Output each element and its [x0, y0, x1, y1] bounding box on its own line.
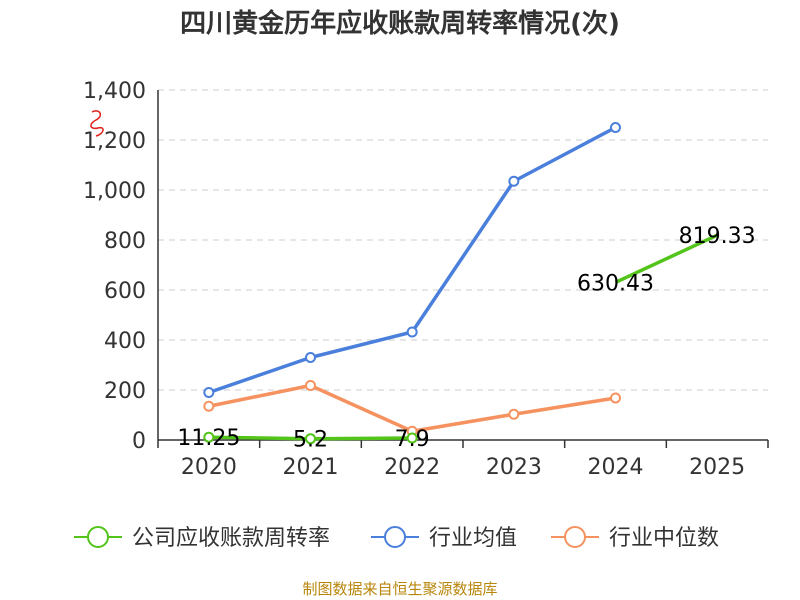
data-point-1 — [406, 326, 418, 338]
data-label: 630.43 — [577, 271, 654, 296]
data-point-1 — [305, 352, 316, 363]
data-point-2 — [203, 400, 215, 412]
legend-label: 行业均值 — [429, 526, 517, 551]
series-line-2 — [208, 383, 616, 433]
gridlines — [158, 89, 768, 391]
y-tick-label: 1,200 — [83, 129, 146, 154]
legend-label: 公司应收账款周转率 — [132, 526, 330, 551]
legend-marker — [87, 526, 109, 548]
legend-marker — [384, 526, 406, 548]
y-tick-label: 800 — [104, 229, 146, 254]
legend-label: 行业中位数 — [609, 526, 719, 551]
data-point-0 — [203, 431, 215, 443]
data-source-note: 制图数据来自恒生聚源数据库 — [302, 580, 498, 598]
red-squiggle-mark — [90, 110, 104, 137]
data-point-1 — [508, 175, 520, 187]
series-line-1 — [208, 125, 617, 395]
data-point-2 — [305, 380, 316, 391]
axes: 0 200 400 600 800 1,000 1,200 1,400 2020 2021 2022… — [83, 79, 769, 480]
x-tick-label: 2022 — [384, 455, 440, 480]
data-label: 7.9 — [395, 427, 430, 452]
data-point-0 — [305, 433, 316, 445]
x-tick-label: 2020 — [181, 455, 237, 480]
legend: 公司应收账款周转率 行业均值 行业中位数 — [74, 526, 719, 551]
y-tick-label: 1,000 — [83, 179, 146, 204]
data-label: 819.33 — [679, 224, 756, 249]
x-tick-label: 2025 — [689, 455, 745, 480]
x-tick-label: 2023 — [486, 455, 542, 480]
data-point-0 — [406, 432, 418, 444]
chart-title: 四川黄金历年应收账款周转率情况(次) — [180, 9, 620, 39]
series-line-0 — [614, 233, 718, 284]
data-label: 5.2 — [293, 428, 328, 453]
y-tick-label: 0 — [132, 429, 146, 454]
series-lines — [203, 122, 718, 445]
data-point-2 — [610, 392, 621, 404]
x-tick-label: 2021 — [283, 455, 339, 480]
y-tick-label: 1,400 — [83, 79, 146, 104]
data-point-1 — [610, 122, 621, 133]
y-tick-label: 600 — [104, 279, 146, 304]
data-labels: 11.25 5.2 7.9 630.43 819.33 — [177, 224, 755, 453]
data-point-1 — [203, 387, 215, 398]
y-tick-label: 400 — [104, 329, 146, 354]
legend-marker — [564, 526, 586, 548]
data-point-2 — [508, 408, 520, 420]
data-label: 11.25 — [177, 426, 240, 451]
x-tick-label: 2024 — [588, 455, 644, 480]
y-tick-label: 200 — [104, 379, 146, 404]
